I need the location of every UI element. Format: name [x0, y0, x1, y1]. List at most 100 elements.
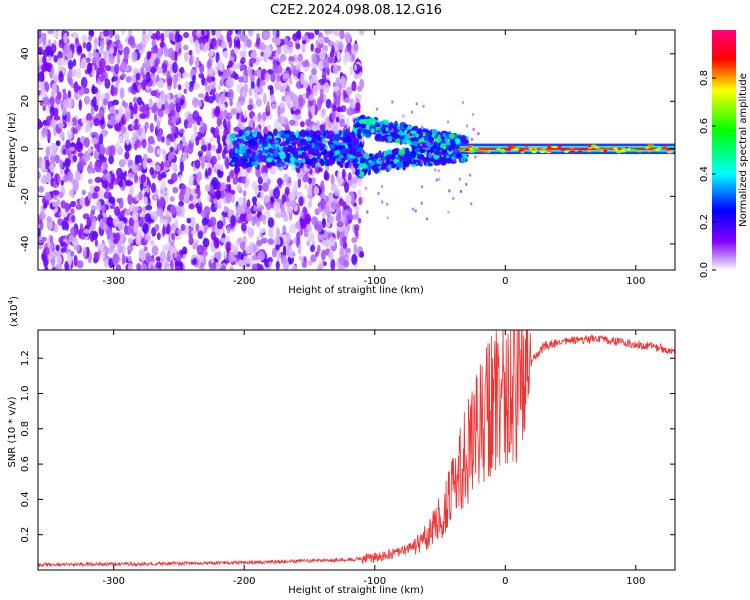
spectrogram-noise-cell — [354, 227, 359, 237]
spectrogram-noise-cell — [282, 73, 290, 79]
spectrogram-band-cell — [286, 136, 294, 142]
spectrogram-noise-cell — [189, 188, 197, 194]
spectrogram-noise-cell — [219, 164, 224, 172]
spectrogram-noise-cell — [145, 71, 151, 84]
spectrogram-band-cell — [255, 141, 259, 149]
spectrogram-noise-cell — [49, 96, 55, 106]
carrier-cell — [630, 148, 636, 152]
spectrogram-outlier-cell — [391, 100, 394, 104]
spectrogram-noise-cell — [77, 160, 84, 171]
carrier-core — [459, 147, 675, 150]
spectrogram-noise-cell — [59, 159, 63, 170]
spectrogram-noise-cell — [55, 140, 61, 147]
spectrogram-noise-cell — [48, 248, 53, 255]
carrier-cell — [551, 145, 559, 149]
spectrogram-noise-cell — [192, 243, 199, 250]
spectrogram-noise-cell — [133, 222, 139, 234]
spectrogram-band-cell — [279, 151, 286, 160]
spectrogram-noise-cell — [124, 142, 132, 152]
spectrogram-noise-cell — [317, 167, 323, 173]
spectrogram-noise-cell — [156, 57, 161, 65]
spectrogram-noise-cell — [124, 208, 131, 216]
spectrogram-noise-cell — [332, 119, 338, 129]
spectrogram-noise-cell — [335, 77, 341, 88]
spectrogram-band-cell — [357, 146, 364, 153]
spectrogram-noise-cell — [105, 65, 111, 72]
spectrogram-noise-cell — [115, 264, 122, 270]
spectrogram-noise-cell — [171, 172, 178, 183]
spectrogram-noise-cell — [41, 32, 47, 39]
carrier-cell — [472, 147, 479, 150]
spectrogram-fringe-cell — [366, 118, 372, 122]
spectrogram-noise-cell — [300, 73, 305, 85]
spectrogram-fringe-cell — [435, 137, 442, 143]
spectrogram-outlier-cell — [380, 161, 383, 166]
spectrogram-noise-cell — [227, 89, 234, 101]
spectrogram-noise-cell — [189, 80, 195, 88]
spectrogram-noise-cell — [184, 81, 190, 90]
spectrogram-band-cell — [252, 162, 258, 166]
carrier-cell — [578, 150, 582, 153]
spectrogram-band-cell — [299, 138, 305, 144]
spectrogram-fringe-cell — [391, 138, 397, 143]
spectrogram-noise-cell — [174, 73, 179, 82]
spectrogram-noise-cell — [154, 224, 160, 232]
spectrogram-noise-cell — [99, 133, 104, 145]
spectrogram-noise-cell — [195, 30, 203, 38]
spectrogram-noise-cell — [228, 36, 233, 49]
snr-ylabel: SNR (10 * v/v) — [7, 396, 18, 467]
spectrogram-noise-cell — [266, 47, 272, 58]
spectrogram-noise-cell — [94, 176, 102, 183]
spectrogram-noise-cell — [81, 117, 88, 125]
snr-yscale-prefix: (x10 — [9, 304, 20, 327]
spectrogram-noise-cell — [200, 120, 204, 127]
spectrogram-noise-cell — [299, 227, 304, 236]
spectrogram-noise-cell — [170, 204, 177, 215]
spectrogram-noise-cell — [100, 32, 104, 39]
spectrogram-noise-cell — [319, 49, 326, 61]
spectrogram-noise-cell — [117, 43, 123, 49]
spectrogram-noise-cell — [79, 223, 84, 234]
spectrogram-noise-cell — [91, 167, 96, 174]
spectrogram-noise-cell — [210, 254, 214, 264]
spectrogram-outlier-cell — [437, 169, 440, 173]
spectrogram-noise-cell — [199, 155, 206, 163]
spectrogram-noise-cell — [160, 172, 167, 179]
spectrogram-band-cell — [261, 137, 267, 145]
spectrogram-noise-cell — [145, 204, 153, 211]
spectrogram-xtick-label: -300 — [102, 276, 125, 287]
spectrogram-band-cell — [338, 129, 343, 136]
spectrogram-noise-cell — [68, 146, 75, 152]
spectrogram-noise-cell — [107, 172, 112, 183]
spectrogram-noise-cell — [238, 76, 245, 83]
spectrogram-noise-cell — [247, 65, 253, 78]
spectrogram-fringe-cell — [385, 127, 389, 132]
spectrogram-noise-cell — [184, 141, 188, 154]
spectrogram-outlier-cell — [421, 125, 424, 129]
spectrogram-noise-cell — [102, 30, 110, 37]
spectrogram-noise-cell — [188, 203, 195, 210]
spectrogram-band-cell — [285, 133, 290, 138]
spectrogram-noise-cell — [91, 137, 99, 145]
spectrogram-noise-cell — [179, 98, 185, 106]
spectrogram-xtick-label: 0 — [502, 276, 508, 287]
spectrogram-noise-cell — [284, 186, 290, 196]
carrier-cell — [510, 145, 516, 148]
spectrogram-noise-cell — [125, 137, 130, 146]
spectrogram-noise-cell — [53, 224, 59, 233]
spectrogram-noise-cell — [217, 199, 222, 210]
spectrogram-noise-cell — [333, 30, 340, 37]
spectrogram-noise-cell — [60, 241, 67, 248]
spectrogram-noise-cell — [195, 58, 200, 70]
spectrogram-band-cell — [302, 158, 306, 164]
spectrogram-noise-cell — [289, 223, 297, 234]
spectrogram-outlier-cell — [363, 155, 366, 159]
spectrogram-noise-cell — [311, 105, 316, 117]
spectrogram-noise-cell — [63, 174, 69, 183]
spectrogram-noise-cell — [267, 256, 273, 264]
spectrogram-noise-cell — [48, 55, 52, 62]
spectrogram-noise-cell — [183, 88, 187, 94]
spectrogram-noise-cell — [339, 118, 345, 128]
spectrogram-noise-cell — [224, 187, 231, 193]
spectrogram-noise-cell — [70, 208, 75, 215]
